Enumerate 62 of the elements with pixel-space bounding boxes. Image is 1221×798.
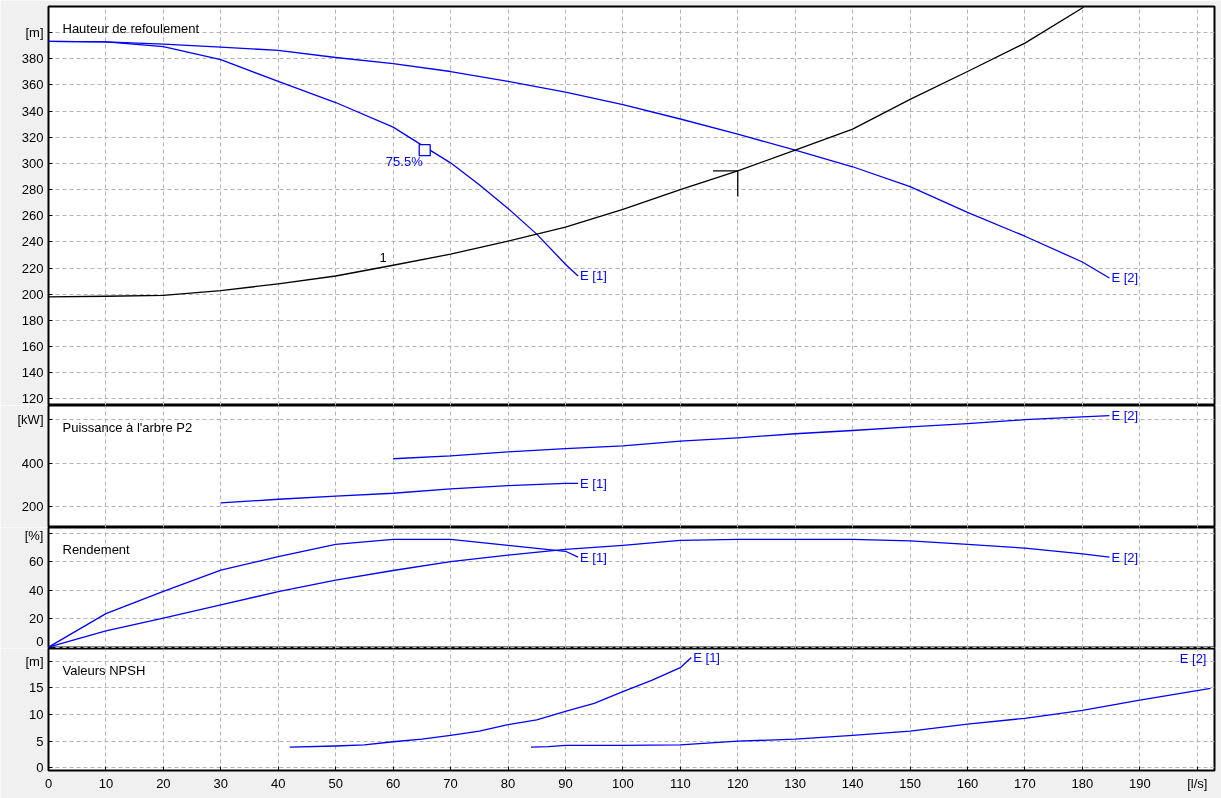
y-tick-label: 5 (36, 733, 44, 749)
y-tick-label: 300 (21, 155, 44, 171)
y-tick-label: 200 (21, 286, 44, 302)
series-label: E [1] (580, 549, 607, 565)
y-tick-label: 360 (21, 77, 44, 93)
x-tick-label: 60 (385, 775, 401, 791)
y-tick-label: 280 (21, 182, 44, 198)
x-tick-label: 50 (328, 775, 343, 791)
y-tick-label: 15 (29, 680, 44, 696)
y-tick-label: 180 (21, 312, 44, 328)
x-tick-label: [l/s] (1187, 775, 1208, 791)
y-tick-label: [%] (24, 527, 44, 543)
y-tick-label: 120 (21, 390, 44, 406)
y-tick-label: 140 (21, 365, 44, 381)
y-tick-label: 0 (36, 760, 44, 776)
series-label: E [1] (580, 268, 607, 284)
annotation: 75.5% (385, 154, 424, 170)
x-tick-label: 40 (271, 775, 286, 791)
x-tick-label: 130 (784, 775, 807, 791)
y-tick-label: [kW] (17, 412, 44, 428)
y-tick-label: [m] (25, 653, 44, 669)
y-tick-label: 160 (21, 339, 44, 355)
series-label: E [2] (1111, 270, 1139, 286)
text: Valeurs NPSH (62, 662, 146, 678)
series-label: E [2] (1111, 408, 1139, 424)
y-tick-label: 200 (21, 498, 44, 514)
y-tick-label: 10 (29, 707, 44, 723)
series-label: E [1] (580, 475, 607, 491)
x-tick-label: 170 (1014, 775, 1036, 791)
y-tick-label: 400 (21, 455, 44, 471)
text: Puissance à l'arbre P2 (62, 419, 193, 435)
x-tick-label: 90 (558, 775, 573, 791)
y-tick-label: 240 (21, 234, 44, 250)
y-tick-label: [m] (25, 25, 44, 41)
series-label: E [2] (1111, 549, 1139, 565)
y-tick-label: 340 (21, 103, 44, 119)
y-tick-label: 40 (29, 582, 44, 598)
x-tick-label: 140 (841, 775, 864, 791)
x-tick-label: 70 (443, 775, 458, 791)
y-tick-label: 220 (21, 260, 44, 276)
series-label: E [1] (693, 650, 720, 666)
x-tick-label: 80 (500, 775, 516, 791)
y-tick-label: 380 (21, 51, 44, 67)
x-tick-label: 10 (98, 775, 114, 791)
x-tick-label: 160 (956, 775, 979, 791)
x-tick-label: 110 (669, 775, 691, 791)
y-tick-label: 260 (21, 208, 44, 224)
series-label: E [2] (1179, 651, 1207, 667)
y-tick-label: 0 (36, 633, 44, 649)
x-tick-label: 180 (1071, 775, 1094, 791)
y-tick-label: 320 (21, 129, 44, 145)
series-label: 1 (379, 250, 387, 266)
text: Hauteur de refoulement (62, 20, 200, 36)
y-tick-label: 20 (29, 611, 44, 627)
x-tick-label: 20 (156, 775, 171, 791)
x-tick-label: 30 (213, 775, 229, 791)
x-tick-label: 150 (899, 775, 921, 791)
x-tick-label: 100 (612, 775, 634, 791)
x-tick-label: 120 (726, 775, 749, 791)
x-tick-label: 190 (1128, 775, 1151, 791)
text: Rendement (62, 541, 131, 557)
y-tick-label: 60 (29, 554, 44, 570)
